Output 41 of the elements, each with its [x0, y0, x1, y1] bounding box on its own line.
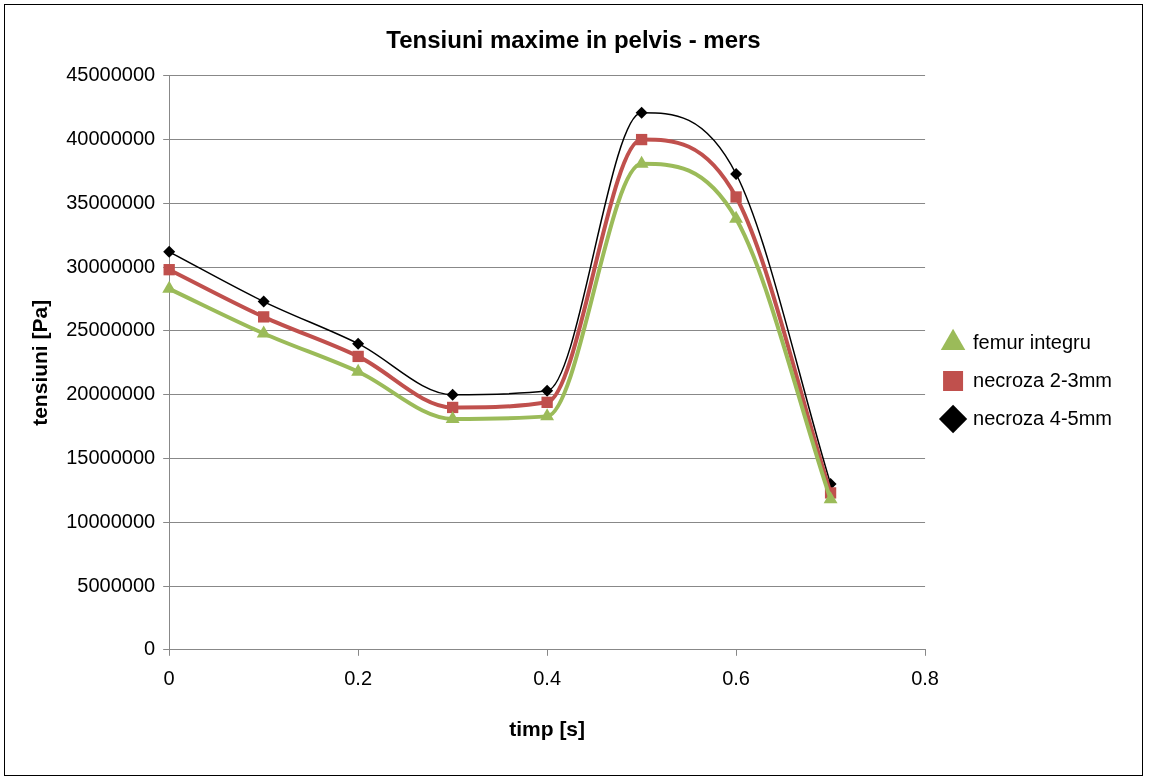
y-tick-label: 35000000 [66, 190, 156, 213]
x-tick-label: 0.6 [722, 667, 750, 690]
point [445, 410, 460, 423]
x-tick-label: 0 [163, 667, 175, 690]
point [352, 337, 365, 350]
point [730, 191, 742, 203]
point [541, 384, 554, 397]
x-tick-label: 0.8 [911, 667, 939, 690]
chart-title: Tensiuni maxime in pelvis - mers [386, 26, 761, 54]
x-tick-label: 0.4 [533, 667, 562, 690]
y-axis-title: tensiuni [Pa] [28, 299, 52, 426]
point [352, 350, 364, 363]
point [729, 210, 744, 223]
point [163, 245, 176, 258]
point [635, 106, 648, 119]
point [258, 311, 270, 323]
point [446, 388, 459, 401]
legend-label: necroza 2-3mm [973, 368, 1112, 391]
point [351, 363, 366, 376]
x-tick-label: 0.2 [344, 667, 373, 690]
y-tick-label: 10000000 [66, 509, 156, 532]
y-tick-label: 5000000 [77, 573, 156, 596]
y-tick-label: 25000000 [66, 318, 156, 341]
y-tick-label: 0 [144, 637, 156, 660]
point [257, 295, 270, 308]
point [730, 168, 743, 181]
point [823, 491, 838, 504]
point [163, 264, 175, 276]
y-tick-label: 40000000 [66, 127, 156, 150]
point [540, 408, 555, 421]
point [446, 401, 459, 414]
y-tick-label: 45000000 [66, 63, 156, 86]
point [541, 396, 553, 408]
y-tick-label: 20000000 [66, 382, 156, 405]
x-axis-title: timp [s] [509, 717, 586, 741]
legend-label: femur integru [973, 330, 1091, 353]
point [635, 133, 648, 146]
legend-label: necroza 4-5mm [973, 406, 1112, 429]
y-tick-label: 15000000 [66, 445, 156, 468]
y-tick-label: 30000000 [66, 254, 156, 277]
point [256, 325, 271, 338]
